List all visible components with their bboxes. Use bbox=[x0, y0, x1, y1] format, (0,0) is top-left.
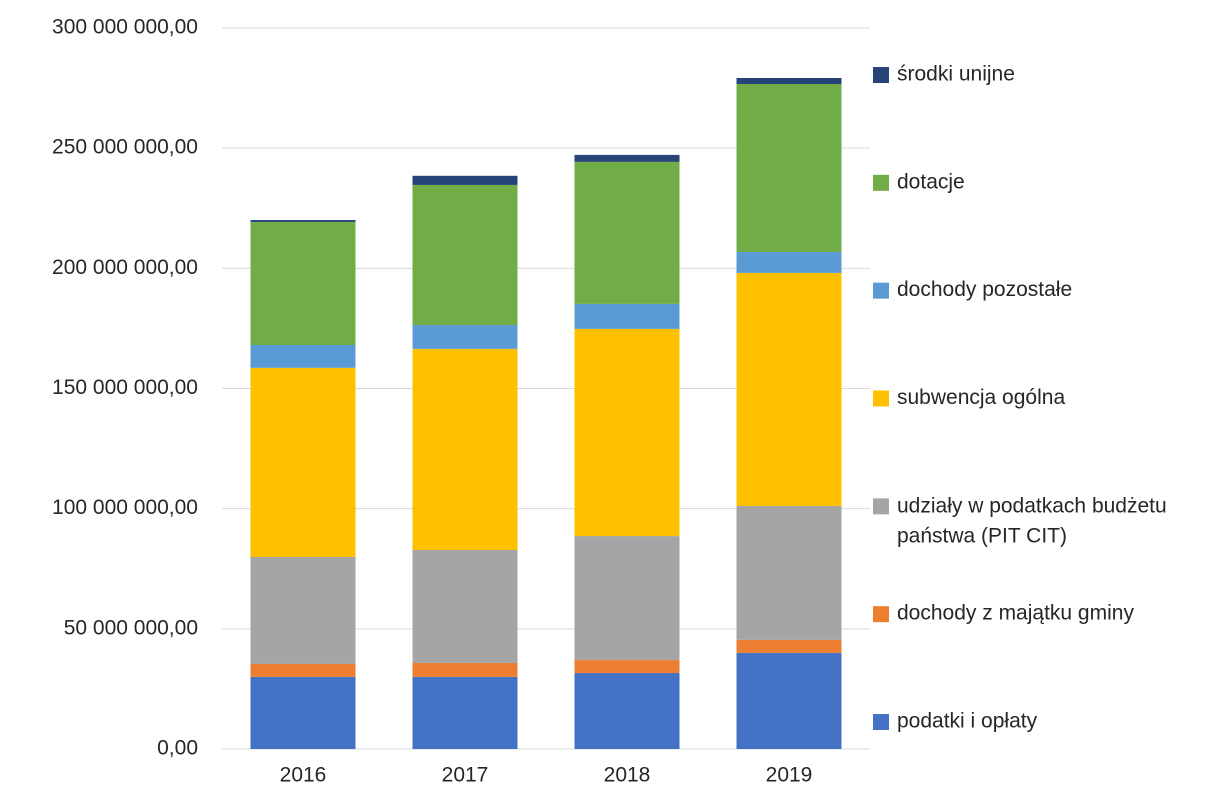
x-tick-label: 2017 bbox=[442, 764, 489, 787]
bar-segment bbox=[736, 83, 842, 252]
bar-segment bbox=[574, 154, 680, 162]
legend-swatch bbox=[873, 606, 889, 623]
y-tick-label: 100 000 000,00 bbox=[52, 496, 198, 519]
y-tick-label: 0,00 bbox=[157, 737, 198, 760]
x-tick-label: 2018 bbox=[604, 764, 651, 787]
bar-segment bbox=[250, 556, 356, 664]
bar-segment bbox=[412, 550, 518, 663]
legend-label: dochody pozostałe bbox=[897, 278, 1072, 301]
bar-segment bbox=[736, 506, 842, 640]
y-tick-label: 200 000 000,00 bbox=[52, 256, 198, 279]
legend-label: dotacje bbox=[897, 170, 965, 193]
x-tick-label: 2019 bbox=[766, 764, 813, 787]
bar-segment bbox=[250, 221, 356, 345]
bar-segment bbox=[412, 184, 518, 326]
legend-swatch bbox=[873, 67, 889, 83]
bar-segment bbox=[736, 77, 842, 84]
bar-segment bbox=[412, 175, 518, 185]
bar-segment bbox=[574, 303, 680, 329]
bar-segment bbox=[250, 220, 356, 222]
legend-label: udziały w podatkach budżetu państwa (PIT … bbox=[897, 494, 1167, 547]
bar-segment bbox=[574, 660, 680, 674]
bar-segment bbox=[574, 536, 680, 661]
legend-label: środki unijne bbox=[897, 63, 1015, 86]
legend-label: podatki i opłaty bbox=[897, 710, 1038, 733]
legend-label: dochody z majątku gminy bbox=[897, 602, 1134, 625]
bar-segment bbox=[574, 673, 680, 749]
y-tick-label: 150 000 000,00 bbox=[52, 376, 198, 399]
legend-swatch bbox=[873, 282, 889, 299]
y-tick-label: 50 000 000,00 bbox=[64, 616, 198, 639]
bar-segment bbox=[736, 251, 842, 273]
bar-segment bbox=[412, 325, 518, 349]
bar-segment bbox=[736, 639, 842, 653]
bar-segment bbox=[574, 328, 680, 537]
y-tick-label: 250 000 000,00 bbox=[52, 136, 198, 159]
bar-segment bbox=[412, 676, 518, 749]
bar-segment bbox=[412, 348, 518, 551]
bar-segment bbox=[250, 367, 356, 557]
y-tick-label: 300 000 000,00 bbox=[52, 16, 198, 39]
bar-segment bbox=[736, 272, 842, 507]
bar-segment bbox=[250, 663, 356, 677]
bar-segment bbox=[412, 662, 518, 677]
legend-label: subwencja ogólna bbox=[897, 386, 1065, 409]
bar-segment bbox=[736, 652, 842, 749]
legend-swatch bbox=[873, 714, 889, 730]
legend-swatch bbox=[873, 390, 889, 407]
legend-swatch bbox=[873, 174, 889, 191]
legend-swatch bbox=[873, 498, 889, 515]
x-tick-label: 2016 bbox=[280, 764, 327, 787]
bar-segment bbox=[250, 676, 356, 749]
bar-segment bbox=[250, 344, 356, 368]
bar-segment bbox=[574, 161, 680, 304]
